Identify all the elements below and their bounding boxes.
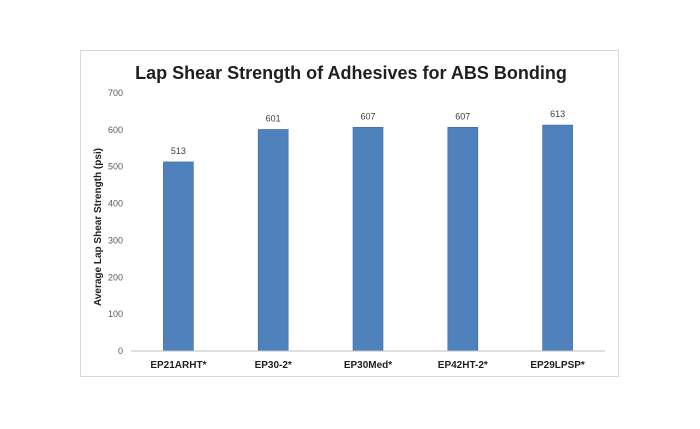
bar — [163, 161, 194, 352]
y-tick-label: 0 — [118, 346, 123, 356]
x-tick-label: EP42HT-2* — [438, 360, 488, 371]
bar — [352, 126, 384, 352]
data-label: 607 — [360, 111, 375, 121]
x-tick-label: EP21ARHT* — [150, 360, 206, 371]
data-label: 613 — [550, 109, 565, 119]
x-tick-label: EP30Med* — [344, 360, 392, 371]
x-tick-label: EP29LPSP* — [530, 360, 585, 371]
bar — [447, 126, 479, 352]
y-axis-ticks: 0 100 200 300 400 500 600 700 — [108, 88, 123, 356]
data-label: 607 — [455, 111, 470, 121]
x-tick-label: EP30-2* — [255, 360, 292, 371]
data-label: 513 — [171, 146, 186, 156]
data-labels: 513 601 607 607 613 — [171, 109, 565, 156]
chart-title: Lap Shear Strength of Adhesives for ABS … — [135, 63, 567, 83]
y-tick-label: 300 — [108, 235, 123, 245]
data-label: 601 — [266, 113, 281, 123]
y-tick-label: 500 — [108, 162, 123, 172]
bar-chart: Lap Shear Strength of Adhesives for ABS … — [93, 63, 605, 371]
y-tick-label: 100 — [108, 309, 123, 319]
bar — [257, 129, 289, 352]
bar — [542, 124, 573, 352]
y-tick-label: 700 — [108, 88, 123, 98]
category-labels: EP21ARHT* EP30-2* EP30Med* EP42HT-2* EP29LPS… — [150, 360, 585, 371]
y-tick-label: 200 — [108, 272, 123, 282]
chart-frame: Lap Shear Strength of Adhesives for ABS … — [80, 50, 619, 377]
y-tick-label: 400 — [108, 199, 123, 209]
bars — [163, 124, 573, 352]
y-axis-label: Average Lap Shear Strength (psi) — [93, 148, 104, 306]
y-tick-label: 600 — [108, 125, 123, 135]
